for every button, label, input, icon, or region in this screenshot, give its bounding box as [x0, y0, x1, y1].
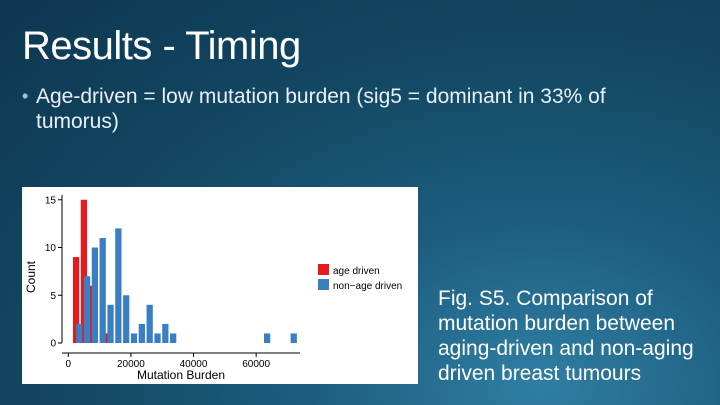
histogram-chart: 0 5 10 15 0 20000 40000 60000 Mutation Burden …: [22, 187, 418, 384]
y-tick-label: 0: [50, 339, 56, 350]
y-tick-label: 5: [50, 291, 56, 302]
bar-non-age-driven: [76, 323, 83, 343]
bar-non-age-driven: [91, 247, 99, 343]
y-tick-label: 15: [45, 195, 57, 206]
bar-non-age-driven: [263, 333, 271, 343]
y-ticks: 0 5 10 15: [45, 195, 62, 350]
bar-non-age-driven: [107, 304, 114, 343]
x-tick-label: 0: [65, 359, 71, 370]
bar-non-age-driven: [290, 333, 297, 343]
x-tick-label: 60000: [242, 359, 270, 370]
bullet-dot-icon: •: [22, 86, 29, 106]
y-tick-label: 10: [45, 243, 57, 254]
slide-title: Results - Timing: [22, 24, 301, 68]
bar-non-age-driven: [123, 295, 130, 343]
x-tick-label: 40000: [180, 359, 208, 370]
bar-non-age-driven: [138, 323, 145, 343]
legend-swatch-non-age-driven: [318, 279, 329, 290]
legend: age driven non−age driven: [318, 264, 402, 292]
bar-non-age-driven: [170, 333, 177, 343]
figure-caption: Fig. S5. Comparison of mutation burden b…: [438, 287, 694, 385]
x-tick-label: 20000: [117, 359, 145, 370]
bullet-list: • Age-driven = low mutation burden (sig5 …: [22, 84, 682, 134]
legend-label-age-driven: age driven: [333, 266, 380, 277]
bar-non-age-driven: [154, 333, 161, 343]
x-ticks: 0 20000 40000 60000: [65, 353, 270, 370]
bar-non-age-driven: [115, 228, 122, 343]
bar-non-age-driven: [162, 323, 169, 343]
bar-age-driven: [72, 257, 80, 343]
x-axis-label: Mutation Burden: [137, 368, 225, 382]
legend-swatch-age-driven: [318, 264, 329, 275]
bar-age-driven: [80, 199, 88, 343]
bullet-item: • Age-driven = low mutation burden (sig5 …: [22, 84, 682, 134]
bar-non-age-driven: [146, 304, 153, 343]
y-axis-label: Count: [24, 260, 38, 293]
bar-non-age-driven: [130, 333, 138, 343]
bullet-text: Age-driven = low mutation burden (sig5 =…: [36, 85, 606, 133]
legend-label-non-age-driven: non−age driven: [333, 281, 402, 292]
bar-non-age-driven: [83, 276, 91, 343]
chart-bars: [72, 199, 297, 343]
bar-non-age-driven: [99, 237, 106, 343]
